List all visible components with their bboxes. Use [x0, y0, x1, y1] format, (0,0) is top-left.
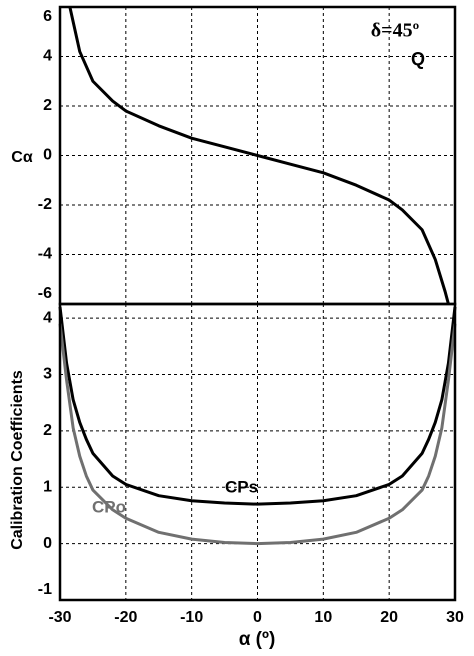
- x-tick-label: -30: [48, 609, 71, 626]
- x-axis-label: α (º): [239, 629, 276, 650]
- data-line: [68, 6, 450, 305]
- y-tick-label: 2: [43, 97, 52, 114]
- plot-frame: [58, 302, 457, 602]
- y-tick-label: 4: [43, 309, 52, 326]
- y-tick-label: -4: [38, 246, 52, 263]
- annotation: δ=45º: [371, 20, 420, 42]
- y-tick-label: 0: [43, 535, 52, 552]
- data-line: [58, 306, 457, 506]
- x-tick-label: -20: [114, 609, 137, 626]
- series-label: CPs: [225, 477, 258, 496]
- y-tick-label: -6: [38, 285, 52, 302]
- y-tick-label: 2: [43, 422, 52, 439]
- y-tick-label: 6: [43, 8, 52, 25]
- y-tick-label: 3: [43, 366, 52, 383]
- x-tick-label: 30: [446, 609, 464, 626]
- y-tick-label: -2: [38, 196, 52, 213]
- x-tick-label: 10: [314, 609, 332, 626]
- x-tick-label: 20: [380, 609, 398, 626]
- y-tick-label: -1: [38, 581, 52, 598]
- data-line: [58, 323, 457, 546]
- y-tick-label: 4: [43, 48, 52, 65]
- series-label: CPo: [92, 497, 126, 516]
- annotation: Q: [411, 49, 425, 69]
- y-tick-label: 1: [43, 478, 52, 495]
- y-axis-label: Calibration Coefficients: [9, 370, 26, 550]
- x-tick-label: 0: [253, 609, 262, 626]
- x-tick-label: -10: [180, 609, 203, 626]
- y-tick-label: 0: [43, 147, 52, 164]
- y-axis-label: Cα: [11, 149, 33, 166]
